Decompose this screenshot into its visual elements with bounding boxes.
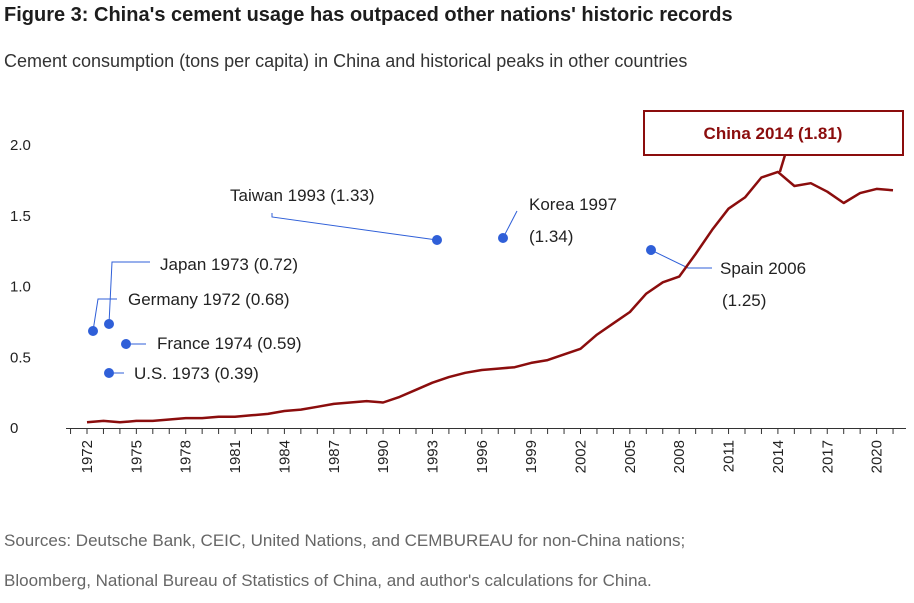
x-tick-label: 1990	[375, 440, 392, 473]
peak-label-spain-line2: (1.25)	[722, 291, 766, 310]
peak-point-japan	[104, 319, 114, 329]
peak-label-germany: Germany 1972 (0.68)	[128, 290, 290, 309]
peak-label-korea-line2: (1.34)	[529, 227, 573, 246]
peak-points	[88, 233, 656, 378]
x-tick-label: 2020	[869, 440, 886, 473]
leader-japan	[108, 261, 150, 325]
x-tick-label: 2005	[622, 440, 639, 473]
x-tick-label: 1996	[474, 440, 491, 473]
peak-point-korea	[498, 233, 508, 243]
source-note-line-1: Sources: Deutsche Bank, CEIC, United Nat…	[4, 531, 686, 550]
x-axis: 1972 1975 1978 1981 1984 1987 1990 1993 1996 1999…	[66, 428, 906, 473]
chart-title: Figure 3: China's cement usage has outpa…	[4, 4, 733, 26]
x-tick-label: 2014	[770, 440, 787, 473]
china-annotation-label: China 2014 (1.81)	[704, 124, 843, 143]
china-line	[86, 170, 894, 424]
y-tick-label: 1.5	[10, 208, 31, 225]
china-annotation-box	[643, 110, 904, 156]
peak-point-us	[104, 368, 114, 378]
x-tick-label: 2017	[819, 440, 836, 473]
y-axis: 0 0.5 1.0 1.5 2.0	[10, 137, 31, 437]
peak-annotations: Japan 1973 (0.72) Germany 1972 (0.68) Fran…	[128, 186, 806, 383]
x-tick-label: 1999	[523, 440, 540, 473]
y-tick-label: 0	[10, 420, 18, 437]
y-tick-label: 1.0	[10, 279, 31, 296]
leader-germany	[92, 298, 117, 332]
peak-label-taiwan: Taiwan 1993 (1.33)	[230, 186, 375, 205]
peak-point-france	[121, 339, 131, 349]
x-tick-label: 2011	[721, 440, 738, 472]
peak-label-spain-line1: Spain 2006	[720, 259, 806, 278]
peak-point-spain	[646, 245, 656, 255]
x-tick-label: 1972	[79, 440, 96, 473]
x-tick-label: 1975	[128, 440, 145, 473]
annotation-leaders	[92, 210, 712, 374]
x-tick-label: 2002	[573, 440, 590, 473]
x-tick-label: 1984	[276, 440, 293, 473]
x-tick-label: 1993	[424, 440, 441, 473]
peak-label-korea-line1: Korea 1997	[529, 195, 617, 214]
china-annotation-leader	[778, 154, 787, 173]
x-tick-label: 2008	[671, 440, 688, 473]
china-series: China 2014 (1.81)	[86, 110, 904, 424]
peak-point-taiwan	[432, 235, 442, 245]
peak-point-germany	[88, 326, 98, 336]
leader-korea	[502, 210, 518, 239]
x-tick-label: 1981	[227, 440, 244, 473]
leader-spain	[650, 249, 712, 269]
peak-label-japan: Japan 1973 (0.72)	[160, 255, 298, 274]
y-tick-label: 0.5	[10, 349, 31, 366]
x-tick-label: 1987	[326, 440, 343, 473]
chart-subtitle: Cement consumption (tons per capita) in …	[4, 51, 688, 71]
x-tick-label: 1978	[178, 440, 195, 473]
peak-label-us: U.S. 1973 (0.39)	[134, 364, 259, 383]
y-tick-label: 2.0	[10, 137, 31, 154]
leader-taiwan	[271, 213, 438, 241]
source-note-line-2: Bloomberg, National Bureau of Statistics…	[4, 571, 652, 590]
peak-label-france: France 1974 (0.59)	[157, 334, 302, 353]
